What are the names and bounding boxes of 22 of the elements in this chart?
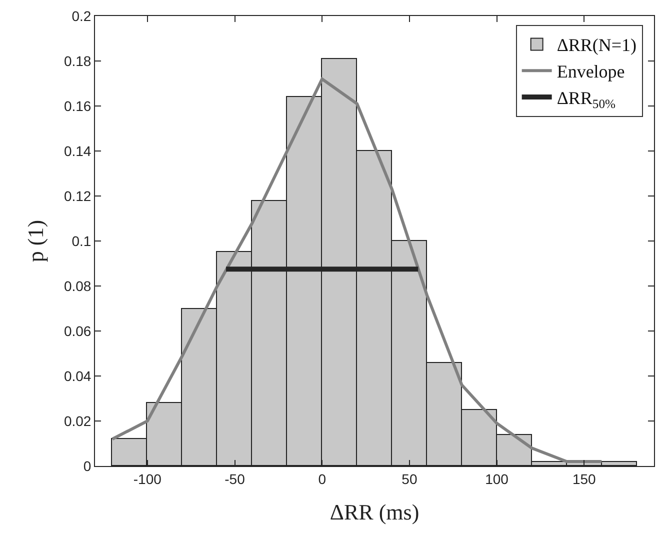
x-tick-label: -100 <box>133 470 162 487</box>
y-tick-label: 0.18 <box>64 52 92 69</box>
y-tick-label: 0 <box>83 458 92 474</box>
y-tick-label: 0.02 <box>64 412 92 429</box>
legend-label: Envelope <box>556 62 625 82</box>
y-tick-label: 0.06 <box>64 322 92 339</box>
y-tick-label: 0.12 <box>64 188 92 204</box>
x-tick-label: 0 <box>318 470 326 487</box>
x-tick-label: 50 <box>402 470 418 487</box>
x-tick-label: -50 <box>224 470 246 487</box>
y-tick-label: 0.16 <box>64 98 92 114</box>
x-tick-label: 150 <box>572 470 596 487</box>
y-tick-label: 0.14 <box>64 142 92 159</box>
legend-label: ΔRR$_{50%}$ <box>556 88 616 111</box>
y-tick-label: 0.2 <box>72 8 92 24</box>
y-tick-label: 0.08 <box>64 278 92 294</box>
y-tick-label: 0.04 <box>64 368 92 384</box>
legend-label: ΔRR(N=1) <box>556 35 637 56</box>
y-tick-label: 0.1 <box>72 232 92 249</box>
x-tick-label: 100 <box>485 470 509 487</box>
x-axis-title: ΔRR (ms) <box>330 500 420 525</box>
y-axis-title: p (1) <box>22 220 48 262</box>
